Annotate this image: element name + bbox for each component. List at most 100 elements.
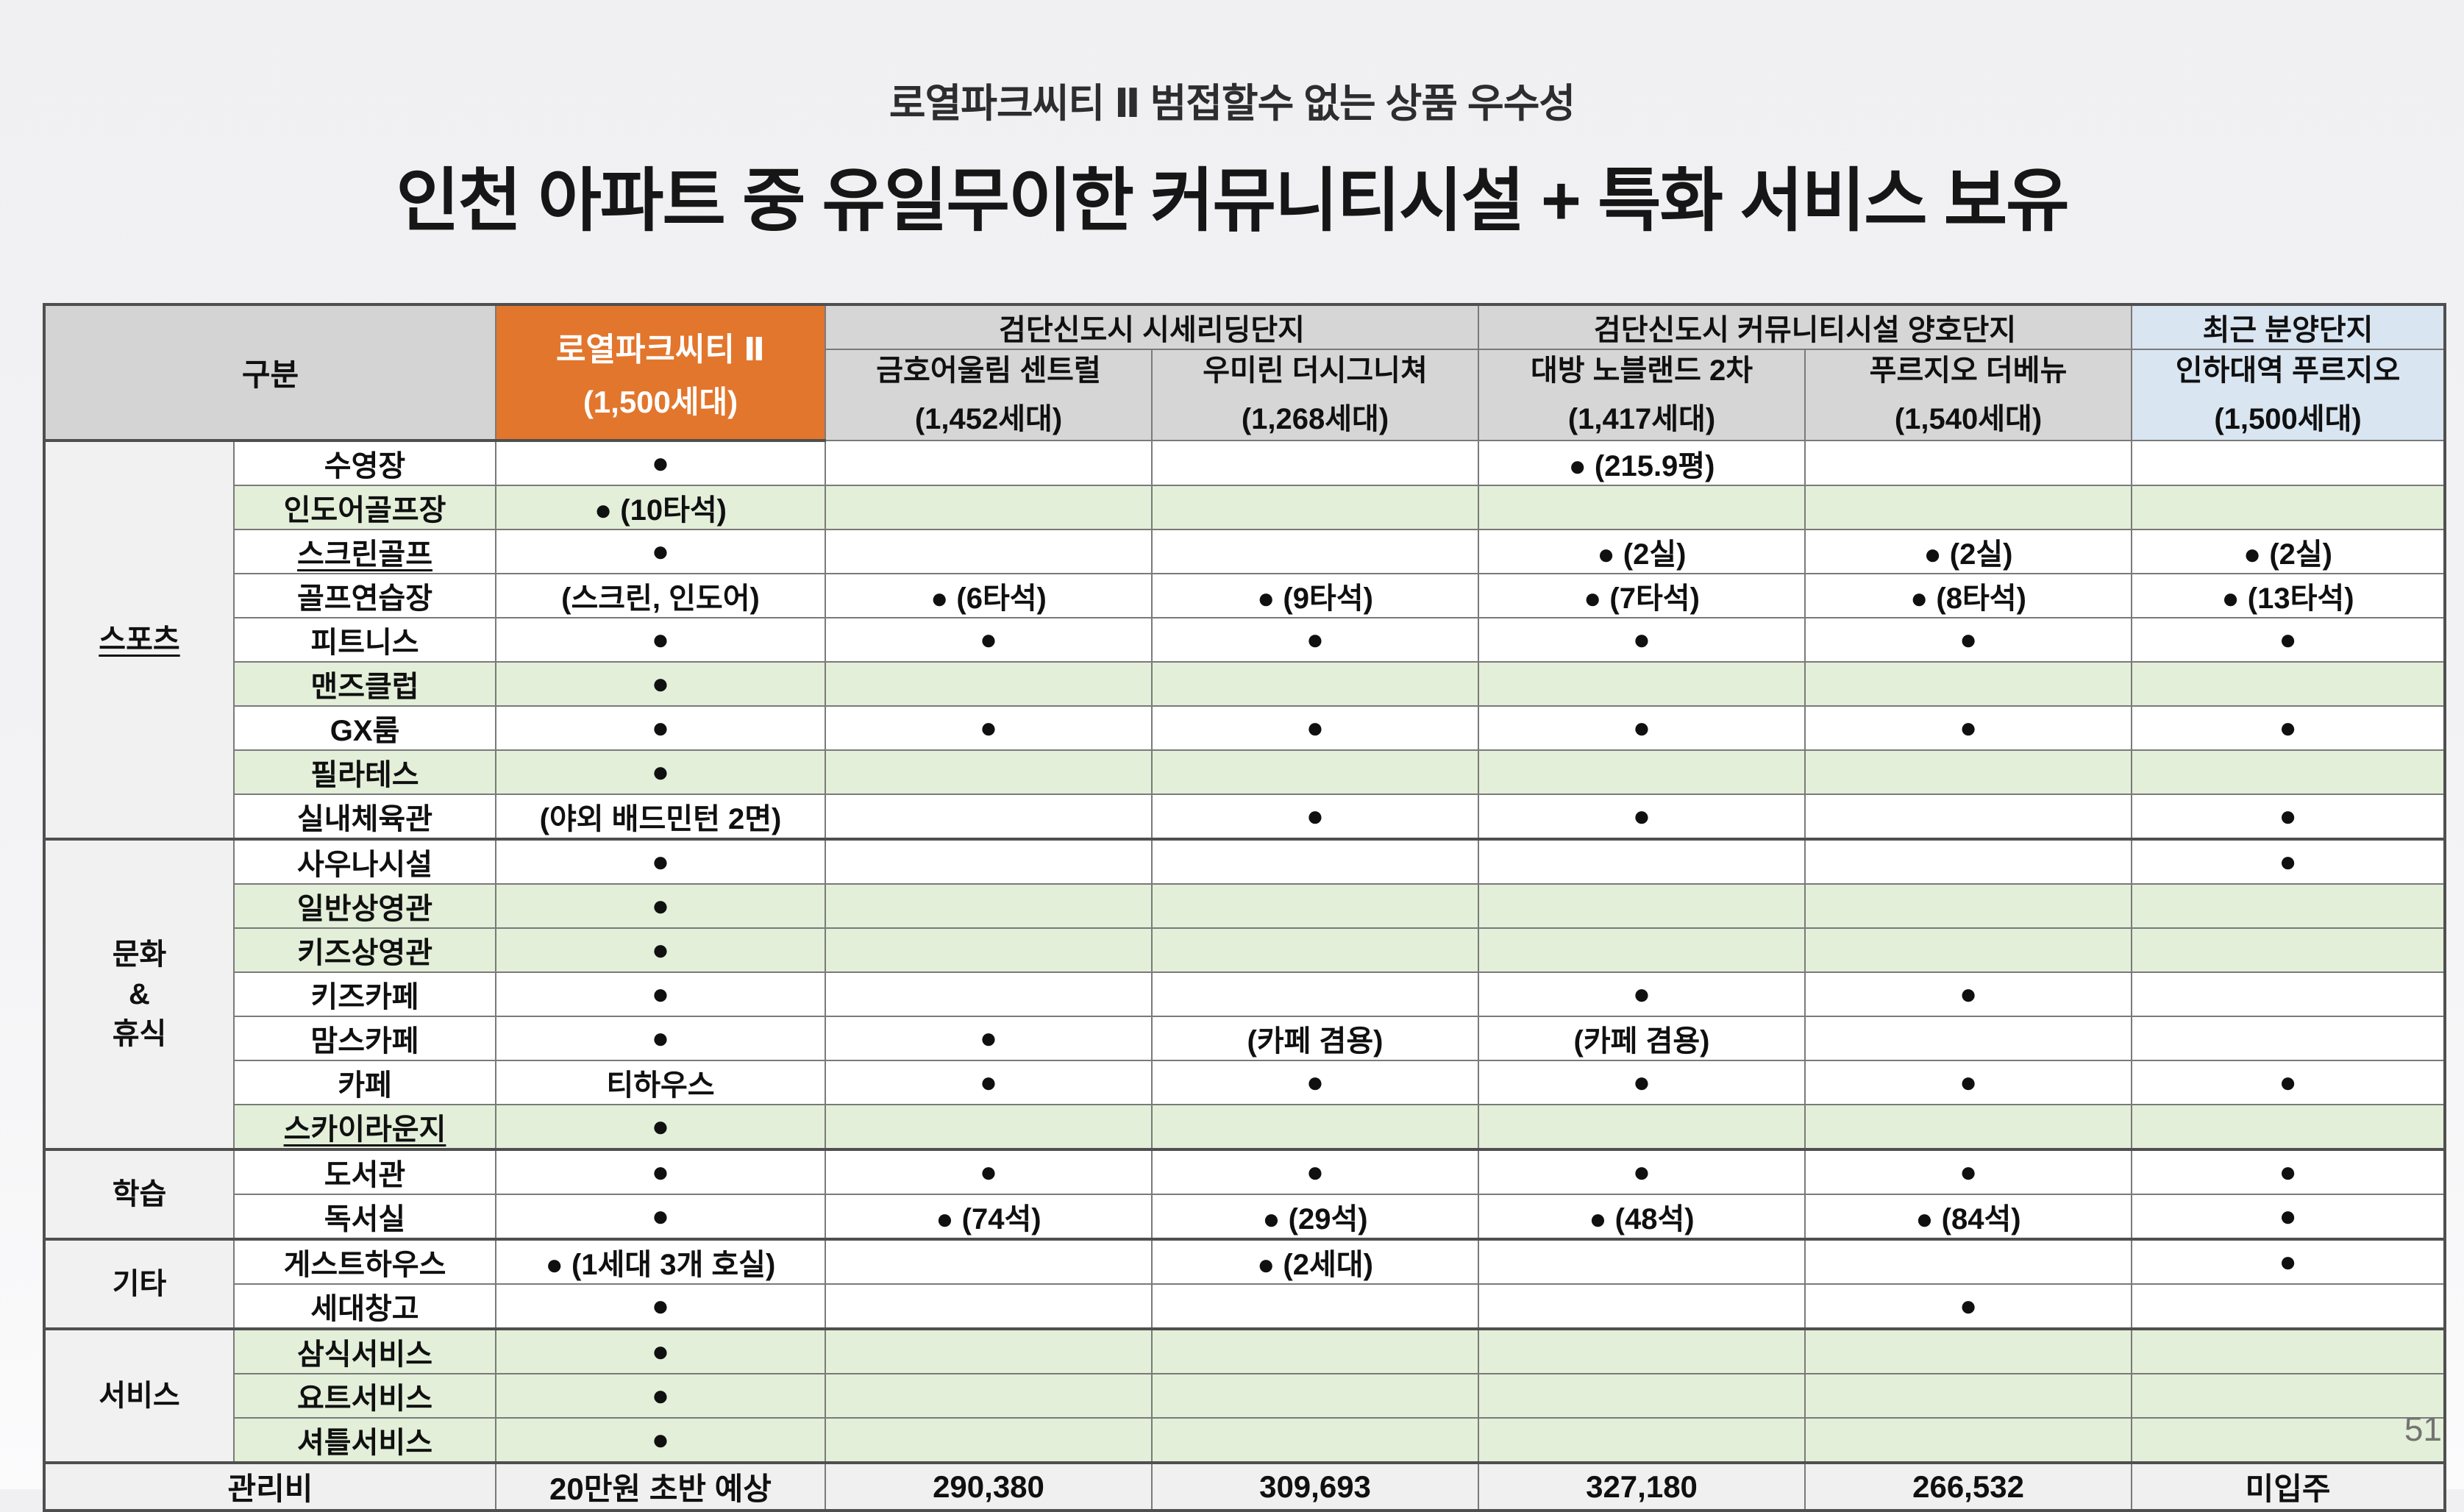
facility-label: 수영장 <box>233 440 496 486</box>
value-cell: ● <box>495 883 826 929</box>
value-cell <box>1150 440 1480 486</box>
value-cell: ● <box>1478 1060 1806 1105</box>
value-cell: ● <box>1150 1148 1480 1195</box>
slide-subtitle: 로열파크씨티 Ⅱ 범접할수 없는 상품 우수성 <box>889 82 1575 126</box>
value-cell: ● <box>1150 617 1480 663</box>
value-cell <box>1150 1104 1480 1150</box>
value-cell: 20만원 초반 예상 <box>495 1461 826 1511</box>
value-cell: ● <box>495 661 826 707</box>
group-header-community-complexes: 검단신도시 커뮤니티시설 양호단지 <box>1478 304 2133 350</box>
value-cell <box>1150 1373 1480 1419</box>
facility-label: 맨즈클럽 <box>233 661 496 707</box>
table-row: 맨즈클럽 ● <box>44 661 2446 707</box>
section-label-culture-rest: 문화 & 휴식 <box>43 838 235 1150</box>
facility-label: 독서실 <box>233 1194 496 1240</box>
value-cell: ● <box>1804 1148 2133 1195</box>
comparison-table: 구분 로열파크씨티 Ⅱ (1,500세대) 검단신도시 시세리딩단지 검단신도시… <box>43 303 2447 1512</box>
table-row: GX룸 ● ● ● ● ● ● <box>44 705 2446 751</box>
facility-label: 피트니스 <box>233 617 496 663</box>
table-row: 실내체육관 (야외 배드민턴 2면) ● ● ● <box>44 794 2446 840</box>
value-cell: ● <box>1804 617 2133 663</box>
value-cell: ● <box>495 529 826 574</box>
value-cell: ● <box>495 1417 826 1463</box>
value-cell: ● <box>2131 1060 2446 1105</box>
value-cell <box>825 1104 1153 1150</box>
value-cell: ● <box>825 617 1153 663</box>
table-row: 맘스카페 ● ● (카페 겸용) (카페 겸용) <box>44 1016 2446 1061</box>
table-row: 문화 & 휴식 사우나시설 ● ● <box>43 838 2446 1150</box>
value-cell <box>825 883 1153 929</box>
value-cell <box>2131 1283 2446 1330</box>
value-cell <box>825 927 1153 973</box>
value-cell: ● (2실) <box>1478 529 1806 574</box>
value-cell <box>2131 749 2446 795</box>
value-cell: ● (10타석) <box>495 485 826 530</box>
maintenance-fee-label: 관리비 <box>43 1461 496 1511</box>
value-cell: ● (2실) <box>1804 529 2133 574</box>
value-cell <box>2131 440 2446 486</box>
value-cell <box>825 1327 1153 1374</box>
value-cell <box>2131 1016 2446 1061</box>
value-cell: 266,532 <box>1804 1461 2133 1511</box>
column-header-woomi: 우미린 더시그니쳐 (1,268세대) <box>1150 349 1480 441</box>
value-cell <box>1478 927 1806 973</box>
header-row-groups: 구분 로열파크씨티 Ⅱ (1,500세대) 검단신도시 시세리딩단지 검단신도시… <box>43 304 2446 442</box>
column-header-kumho: 금호어울림 센트럴 (1,452세대) <box>825 349 1153 441</box>
value-cell: ● <box>495 749 826 795</box>
value-cell <box>1804 440 2133 486</box>
value-cell: ● <box>495 1327 826 1374</box>
column-header-royalparkcity: 로열파크씨티 Ⅱ (1,500세대) <box>495 304 826 442</box>
value-cell <box>825 440 1153 486</box>
facility-label: 삼식서비스 <box>233 1327 496 1374</box>
value-cell: ● <box>2131 1148 2446 1195</box>
value-cell <box>1478 838 1806 885</box>
value-cell <box>1804 749 2133 795</box>
value-cell <box>1804 485 2133 530</box>
value-cell: (카페 겸용) <box>1150 1016 1480 1061</box>
value-cell <box>1478 1238 1806 1285</box>
value-cell: ● (8타석) <box>1804 573 2133 618</box>
value-cell <box>1804 883 2133 929</box>
value-cell <box>2131 883 2446 929</box>
value-cell: ● (1세대 3개 호실) <box>495 1238 826 1285</box>
facility-label: 키즈카페 <box>233 971 496 1017</box>
value-cell <box>1478 1327 1806 1374</box>
facility-label: 사우나시설 <box>233 838 496 885</box>
table-row: 피트니스 ● ● ● ● ● ● <box>44 617 2446 663</box>
value-cell: ● <box>1804 705 2133 751</box>
table-row: 필라테스 ● <box>44 749 2446 795</box>
value-cell: ● <box>495 1104 826 1150</box>
value-cell: ● (7타석) <box>1478 573 1806 618</box>
value-cell: ● (9타석) <box>1150 573 1480 618</box>
facility-label: 필라테스 <box>233 749 496 795</box>
value-cell <box>2131 1417 2446 1463</box>
value-cell <box>1150 1417 1480 1463</box>
value-cell: ● <box>1478 794 1806 840</box>
value-cell: ● (84석) <box>1804 1194 2133 1240</box>
value-cell: ● <box>1150 705 1480 751</box>
value-cell <box>2131 1104 2446 1150</box>
royal-name: 로열파크씨티 Ⅱ <box>555 332 766 368</box>
value-cell <box>825 661 1153 707</box>
value-cell: 미입주 <box>2131 1461 2446 1511</box>
table-row: 스카이라운지 ● <box>44 1104 2446 1150</box>
table-row: 기타 게스트하우스 ● (1세대 3개 호실) ● (2세대) ● <box>43 1238 2446 1330</box>
table-row: 키즈카페 ● ● ● <box>44 971 2446 1017</box>
value-cell <box>1150 661 1480 707</box>
value-cell <box>2131 1327 2446 1374</box>
value-cell <box>1804 794 2133 840</box>
value-cell <box>825 1283 1153 1330</box>
facility-label: 요트서비스 <box>233 1373 496 1419</box>
value-cell: ● <box>825 1148 1153 1195</box>
royal-households: (1,500세대) <box>583 385 738 419</box>
table-row: 인도어골프장 ● (10타석) <box>44 485 2446 530</box>
value-cell: ● <box>825 1060 1153 1105</box>
value-cell: ● <box>2131 1194 2446 1240</box>
value-cell <box>825 794 1153 840</box>
value-cell <box>825 1417 1153 1463</box>
section-label-etc: 기타 <box>43 1238 235 1330</box>
value-cell: (스크린, 인도어) <box>495 573 826 618</box>
section-label-services: 서비스 <box>43 1327 235 1463</box>
value-cell: ● (6타석) <box>825 573 1153 618</box>
value-cell: ● <box>495 617 826 663</box>
